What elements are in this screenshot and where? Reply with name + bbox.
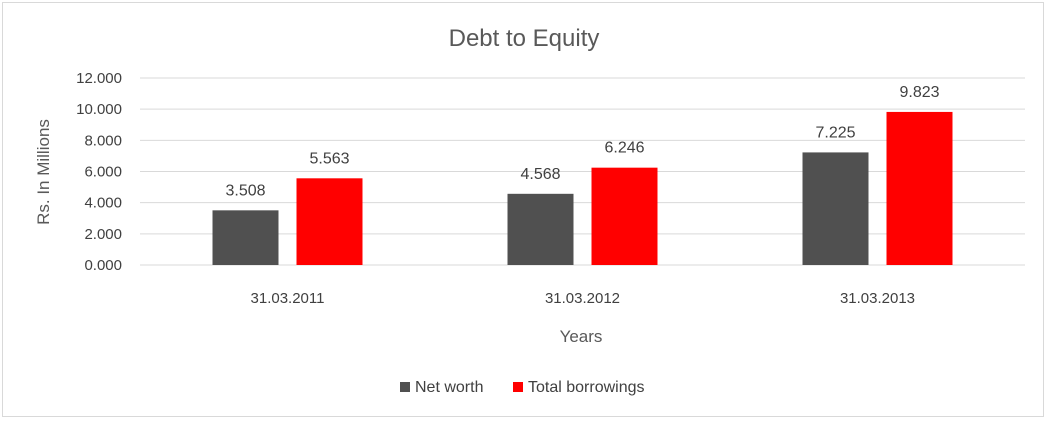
legend-label: Net worth: [415, 379, 483, 396]
x-axis-ticks: 31.03.2011 31.03.2012 31.03.2013: [251, 290, 916, 307]
data-label: 6.246: [604, 140, 644, 157]
bar: [886, 111, 953, 265]
y-tick-label: 0.000: [84, 257, 122, 274]
x-axis-label: Years: [560, 327, 603, 346]
legend: Net worth Total borrowings: [400, 379, 645, 396]
y-tick-label: 12.000: [76, 70, 122, 87]
bar: [296, 178, 363, 265]
gridlines: [140, 77, 1025, 266]
data-labels: 3.508 5.563 4.568 6.246 7.225 9.823: [225, 84, 939, 199]
y-tick-label: 2.000: [84, 226, 122, 243]
data-label: 4.568: [520, 166, 560, 183]
x-tick-label: 31.03.2013: [840, 290, 915, 307]
y-tick-label: 8.000: [84, 132, 122, 149]
bar: [212, 210, 279, 265]
bar: [507, 193, 574, 265]
y-tick-label: 4.000: [84, 195, 122, 212]
data-label: 9.823: [899, 84, 939, 101]
x-tick-label: 31.03.2012: [545, 290, 620, 307]
legend-swatch: [400, 382, 410, 392]
x-tick-label: 31.03.2011: [251, 290, 325, 307]
legend-label: Total borrowings: [528, 379, 645, 396]
chart-title: Debt to Equity: [449, 25, 600, 52]
data-label: 5.563: [309, 150, 349, 167]
bars: [212, 111, 953, 265]
y-axis-ticks: 0.000 2.000 4.000 6.000 8.000 10.000 12.000: [76, 70, 122, 274]
legend-swatch: [513, 382, 523, 392]
data-label: 7.225: [815, 124, 855, 141]
y-tick-label: 10.000: [76, 101, 122, 118]
y-tick-label: 6.000: [84, 164, 122, 181]
data-label: 3.508: [225, 182, 265, 199]
bar: [802, 152, 869, 265]
bar: [591, 167, 658, 265]
y-axis-label: Rs. In Millions: [34, 119, 53, 225]
